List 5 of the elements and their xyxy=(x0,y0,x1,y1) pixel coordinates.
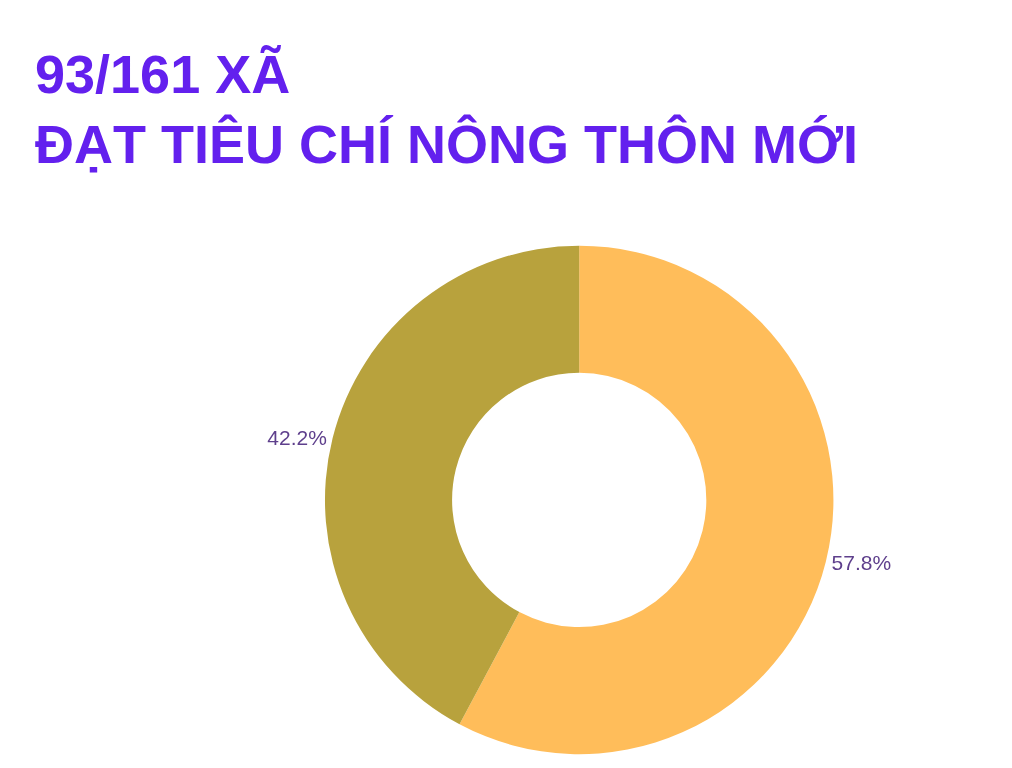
data-label: 42.2% xyxy=(267,426,327,450)
data-label: 57.8% xyxy=(831,550,892,574)
donut-slice xyxy=(325,245,580,725)
donut-slice xyxy=(459,245,834,755)
chart-title: 93/161 XÃ ĐẠT TIÊU CHÍ NÔNG THÔN MỚI xyxy=(35,43,859,174)
